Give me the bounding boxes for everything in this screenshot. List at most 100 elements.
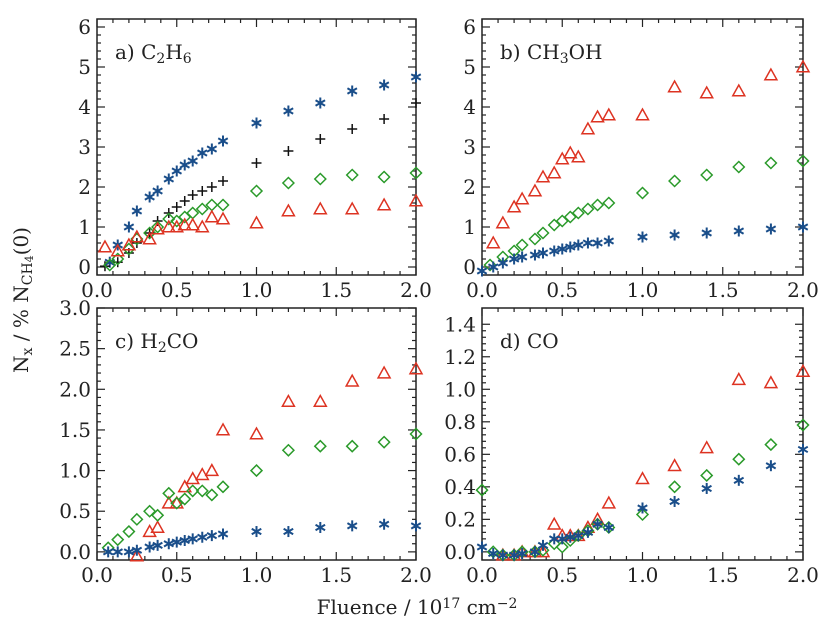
data-point-diamond	[732, 160, 746, 174]
y-axis-title-sub3: 4	[23, 255, 36, 262]
star-arm	[283, 107, 294, 115]
star-arm	[592, 520, 603, 528]
data-point-triangle	[546, 165, 562, 179]
data-point-diamond	[700, 468, 714, 483]
y-tick-label: 1.0	[444, 377, 476, 401]
star-arm	[537, 541, 549, 549]
data-point-plus	[206, 182, 217, 192]
data-point-star	[123, 546, 135, 558]
data-point-triangle	[185, 217, 200, 231]
data-point-star	[516, 547, 528, 559]
data-point-triangle	[150, 221, 165, 235]
star-arm	[516, 253, 528, 261]
data-point-star	[283, 526, 294, 538]
data-point-diamond	[195, 202, 209, 216]
data-point-star	[637, 502, 648, 514]
data-point-triangle	[215, 211, 231, 225]
y-tick-label: 5	[463, 55, 476, 79]
data-point-star	[171, 536, 183, 548]
data-point-star	[765, 460, 777, 472]
x-tick-label: 0.5	[161, 278, 193, 302]
data-point-diamond	[345, 168, 359, 182]
y-tick-label: 6	[463, 15, 476, 39]
data-point-star	[592, 518, 603, 530]
data-point-diamond	[249, 464, 264, 478]
y-axis-title-main: N	[9, 356, 33, 374]
data-point-star	[765, 223, 777, 235]
star-arm	[765, 462, 777, 470]
data-point-triangle	[635, 107, 650, 121]
data-point-star	[123, 221, 135, 233]
data-point-triangle	[344, 373, 360, 387]
data-point-triangle	[563, 145, 578, 159]
data-point-star	[516, 251, 528, 263]
data-point-star	[556, 243, 568, 255]
star-arm	[516, 549, 528, 558]
panel-species-part: H	[165, 40, 182, 64]
panel-label: a) C2H6	[115, 40, 192, 67]
star-arm	[733, 227, 745, 235]
data-point-star	[410, 520, 422, 532]
data-point-star	[112, 546, 123, 558]
data-point-star	[529, 249, 541, 261]
data-point-diamond	[186, 484, 200, 498]
star-arm	[669, 231, 680, 239]
data-point-plus	[187, 190, 198, 200]
data-point-diamond	[178, 492, 192, 506]
star-arm	[603, 523, 615, 532]
data-point-triangle	[571, 149, 586, 163]
star-arm	[187, 157, 198, 165]
data-point-diamond	[143, 504, 157, 518]
panel-species-part: OH	[569, 40, 603, 64]
y-tick-label: 2	[78, 175, 91, 199]
data-point-diamond	[103, 258, 117, 272]
panel-species-part: C	[141, 40, 156, 64]
data-point-diamond	[249, 184, 264, 198]
data-point-diamond	[409, 166, 423, 180]
data-point-diamond	[313, 172, 327, 186]
data-point-star	[573, 239, 584, 251]
star-arm	[582, 239, 594, 247]
y-tick-label: 3.0	[59, 296, 91, 320]
data-point-diamond	[178, 210, 192, 224]
panel-letter: a)	[115, 40, 141, 64]
star-arm	[476, 543, 488, 551]
data-point-star	[582, 237, 594, 249]
star-arm	[556, 535, 568, 543]
data-point-diamond	[590, 198, 605, 212]
data-point-diamond	[409, 427, 423, 441]
y-tick-label: 0.0	[59, 540, 91, 564]
data-point-triangle	[601, 107, 617, 121]
data-point-diamond	[668, 480, 682, 494]
data-point-triangle	[408, 361, 424, 375]
panel-c: 0.0 0.5 1.0 1.5 2.0 0.0 0.5 1.0 1.5 2.0 2.5 3.0 c) H…	[59, 296, 432, 587]
data-point-plus	[251, 158, 262, 168]
panel-species-part: 2	[156, 51, 165, 67]
star-arm	[315, 523, 326, 532]
data-point-diamond	[515, 238, 529, 252]
y-tick-label: 1.2	[444, 345, 476, 369]
y-tick-label: 2.0	[59, 377, 91, 401]
x-axis-title: Fluence / 1017 cm−2	[317, 595, 518, 619]
data-point-diamond	[764, 438, 778, 452]
data-point-star	[410, 71, 422, 83]
x-tick-label: 0.0	[81, 563, 113, 587]
x-tick-label: 0.0	[81, 278, 113, 302]
star-arm	[163, 540, 175, 548]
y-tick-label: 0.2	[444, 507, 476, 531]
y-tick-label: 4	[463, 95, 476, 119]
star-arm	[573, 531, 584, 540]
y-tick-label: 0.5	[59, 499, 91, 523]
y-tick-label: 1.4	[444, 312, 476, 336]
star-arm	[378, 81, 390, 89]
star-arm	[410, 522, 422, 530]
data-point-triangle	[514, 191, 530, 205]
data-point-diamond	[635, 507, 650, 522]
data-point-triangle	[580, 121, 596, 135]
x-tick-label: 2.0	[787, 278, 819, 302]
star-arm	[508, 551, 520, 559]
star-arm	[765, 225, 777, 233]
data-point-star	[548, 245, 560, 257]
star-arm	[669, 497, 680, 506]
data-point-triangle	[169, 219, 185, 233]
